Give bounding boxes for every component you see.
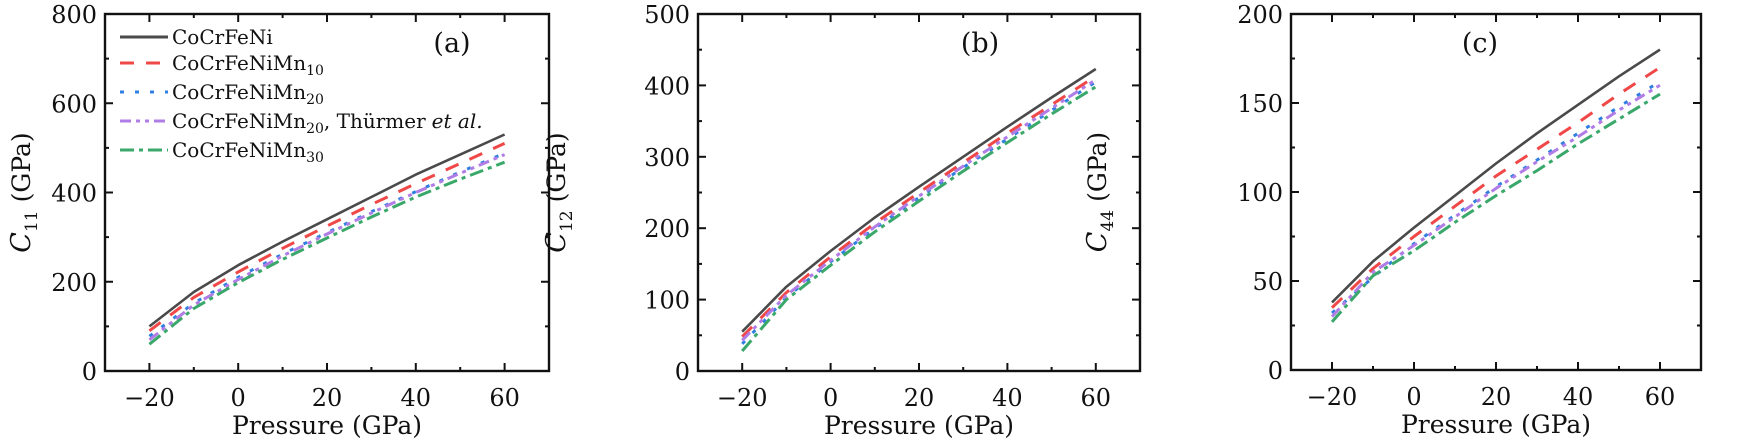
series-line-cocrfenimn20-th-rmer-et-al- [741,78,1097,342]
legend-item: CoCrFeNi [120,25,273,49]
y-tick-label: 200 [51,269,97,297]
y-tick-label: 50 [1252,268,1283,296]
x-tick-label: 40 [1563,383,1594,411]
legend-label: CoCrFeNiMn20 [172,80,324,108]
series-line-cocrfenimn20 [148,151,506,338]
x-tick-label: 0 [231,384,246,412]
y-axis-label-symbol: C [541,232,572,253]
plot-frame [696,12,1142,373]
y-axis-label-subscript: 44 [1098,210,1118,232]
x-tick-label: −20 [1307,383,1358,411]
y-tick-label: 0 [82,358,97,386]
legend-label-subscript: 30 [306,150,324,166]
legend-label: CoCrFeNiMn20, Thürmer et al. [172,109,483,137]
y-tick-label: 200 [1237,1,1283,29]
y-axis-label-symbol: C [1082,231,1113,252]
series-line-cocrfeni [1331,48,1661,304]
legend-item: CoCrFeNiMn20 [120,80,324,108]
x-tick-label: 40 [992,384,1023,412]
legend-label-italic: et al. [432,109,483,133]
series-line-cocrfenimn10 [1330,66,1661,309]
legend-label-subscript: 20 [306,121,324,137]
legend-label: CoCrFeNiMn10 [172,51,324,79]
y-axis-label-symbol: C [6,232,37,253]
y-tick-label: 800 [51,1,97,29]
legend-label: CoCrFeNiMn30 [172,138,324,166]
x-axis-label: Pressure (GPa) [824,411,1014,440]
legend-label: CoCrFeNi [172,25,273,49]
y-axis-label-subscript: 11 [22,210,42,232]
series-line-cocrfenimn30 [741,85,1097,352]
y-axis-label: C11 (GPa) [6,132,42,252]
legend-label-subscript: 20 [306,92,324,108]
x-tick-label: 20 [312,384,343,412]
legend-item: CoCrFeNiMn20, Thürmer et al. [120,109,483,137]
x-axis-label: Pressure (GPa) [232,411,422,440]
y-axis-label-unit: (GPa) [7,132,36,202]
y-tick-label: 150 [1237,90,1283,118]
legend-label-name: CoCrFeNi [172,25,273,49]
x-tick-label: −20 [717,384,768,412]
legend-label-name: CoCrFeNiMn [172,80,306,104]
x-tick-label: 60 [489,384,520,412]
y-axis-label-subscript: 12 [557,210,577,232]
panel-label: (b) [961,28,999,59]
y-tick-label: 400 [51,180,97,208]
series-line-cocrfeni [741,67,1097,333]
x-tick-label: −20 [124,384,175,412]
panel-label: (c) [1462,28,1498,59]
series-line-cocrfeni [148,133,506,328]
legend-item: CoCrFeNiMn30 [120,138,324,166]
y-tick-label: 100 [644,287,690,315]
y-axis-label-unit: (GPa) [542,132,571,202]
plot-frame [1289,12,1703,372]
y-axis-label-unit: (GPa) [1083,132,1112,202]
y-tick-label: 300 [644,144,690,172]
x-tick-label: 20 [1481,383,1512,411]
y-tick-label: 0 [675,358,690,386]
legend: CoCrFeNiCoCrFeNiMn10CoCrFeNiMn20CoCrFeNi… [120,25,483,166]
legend-item: CoCrFeNiMn10 [120,51,324,79]
series-line-cocrfenimn30 [1330,92,1661,323]
x-tick-label: 60 [1645,383,1676,411]
panel-c-c44: −20 0 20 40 60 0 50 100 150 200 Pressure (GPa) C44 (… [1082,1,1703,439]
series-line-cocrfenimn20 [741,80,1097,345]
y-tick-label: 100 [1237,179,1283,207]
panel-label: (a) [433,28,470,59]
legend-label-name: CoCrFeNiMn [172,51,306,75]
y-tick-label: 400 [644,72,690,100]
legend-label-name: CoCrFeNiMn [172,109,306,133]
series-line-cocrfenimn30 [148,160,506,346]
y-tick-label: 600 [51,90,97,118]
y-tick-label: 200 [644,215,690,243]
y-axis-label: C44 (GPa) [1082,132,1118,252]
legend-label-name: CoCrFeNiMn [172,138,306,162]
y-tick-label: 500 [644,1,690,29]
series-line-cocrfenimn10 [741,74,1097,338]
x-tick-label: 20 [904,384,935,412]
x-tick-label: 40 [401,384,432,412]
series-line-cocrfenimn20-th-rmer-et-al- [1330,83,1661,318]
x-tick-label: 0 [1406,383,1421,411]
legend-label-subscript: 10 [306,63,324,79]
y-axis-label: C12 (GPa) [541,132,577,252]
x-tick-label: 60 [1081,384,1112,412]
y-tick-label: 0 [1268,357,1283,385]
x-tick-label: 0 [823,384,838,412]
x-axis-label: Pressure (GPa) [1401,410,1591,439]
panel-b-c12: −20 0 20 40 60 0 100 200 300 400 500 Pressure (GPa)… [541,1,1142,440]
series-line-cocrfenimn20-th-rmer-et-al- [148,153,506,341]
legend-label-suffix: , Thürmer [324,109,426,133]
